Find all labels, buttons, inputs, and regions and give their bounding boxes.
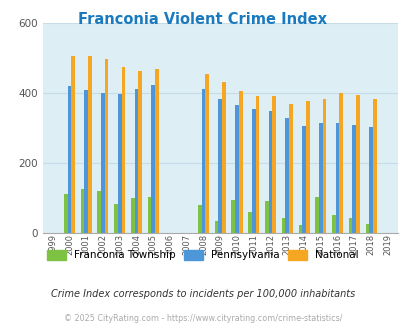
- Bar: [255, 96, 259, 233]
- Bar: [84, 90, 88, 233]
- Bar: [147, 197, 151, 233]
- Bar: [352, 125, 355, 233]
- Bar: [315, 197, 318, 233]
- Text: Franconia Violent Crime Index: Franconia Violent Crime Index: [78, 12, 327, 26]
- Bar: [114, 204, 117, 233]
- Bar: [222, 82, 225, 233]
- Bar: [155, 69, 158, 233]
- Bar: [198, 205, 201, 233]
- Bar: [252, 109, 255, 233]
- Legend: Franconia Township, Pennsylvania, National: Franconia Township, Pennsylvania, Nation…: [47, 250, 358, 260]
- Bar: [104, 59, 108, 233]
- Bar: [305, 101, 309, 233]
- Bar: [131, 198, 134, 233]
- Bar: [201, 89, 205, 233]
- Bar: [81, 189, 84, 233]
- Bar: [151, 84, 155, 233]
- Bar: [101, 93, 104, 233]
- Bar: [205, 74, 209, 233]
- Bar: [138, 71, 142, 233]
- Bar: [234, 105, 238, 233]
- Bar: [372, 99, 376, 233]
- Bar: [214, 221, 218, 233]
- Bar: [218, 99, 222, 233]
- Bar: [88, 55, 92, 233]
- Text: Crime Index corresponds to incidents per 100,000 inhabitants: Crime Index corresponds to incidents per…: [51, 289, 354, 299]
- Bar: [238, 91, 242, 233]
- Bar: [264, 201, 268, 233]
- Bar: [355, 95, 359, 233]
- Bar: [247, 213, 252, 233]
- Bar: [348, 218, 352, 233]
- Bar: [285, 118, 288, 233]
- Bar: [288, 104, 292, 233]
- Text: © 2025 CityRating.com - https://www.cityrating.com/crime-statistics/: © 2025 CityRating.com - https://www.city…: [64, 314, 341, 323]
- Bar: [339, 93, 342, 233]
- Bar: [318, 123, 322, 233]
- Bar: [64, 194, 67, 233]
- Bar: [281, 218, 285, 233]
- Bar: [97, 191, 101, 233]
- Bar: [134, 89, 138, 233]
- Bar: [268, 111, 272, 233]
- Bar: [231, 200, 234, 233]
- Bar: [298, 225, 301, 233]
- Bar: [335, 123, 339, 233]
- Bar: [364, 224, 368, 233]
- Bar: [121, 67, 125, 233]
- Bar: [322, 99, 326, 233]
- Bar: [67, 86, 71, 233]
- Bar: [272, 96, 275, 233]
- Bar: [71, 55, 75, 233]
- Bar: [117, 94, 121, 233]
- Bar: [331, 215, 335, 233]
- Bar: [368, 127, 372, 233]
- Bar: [301, 126, 305, 233]
